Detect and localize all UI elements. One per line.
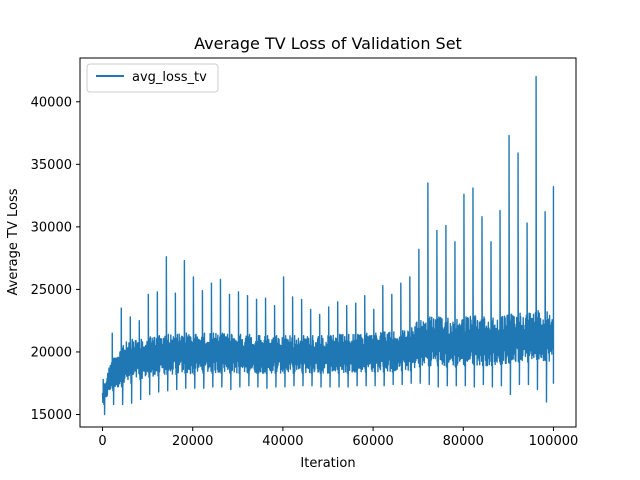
x-tick-label: 20000 bbox=[172, 434, 213, 449]
legend-box bbox=[86, 63, 219, 93]
series-line-avg_loss_tv bbox=[101, 76, 555, 416]
x-tick-label: 60000 bbox=[352, 434, 393, 449]
x-tick-label: 80000 bbox=[443, 434, 484, 449]
legend-label-avg_loss_tv: avg_loss_tv bbox=[132, 70, 207, 85]
series-layer bbox=[101, 76, 555, 416]
axes-frame bbox=[79, 57, 577, 428]
y-tick-label: 30000 bbox=[31, 220, 72, 235]
y-tick-label: 35000 bbox=[31, 158, 72, 173]
chart-title: Average TV Loss of Validation Set bbox=[194, 34, 462, 53]
x-axis-label: Iteration bbox=[300, 456, 355, 471]
y-axis-label: Average TV Loss bbox=[6, 188, 21, 295]
legend: avg_loss_tv bbox=[86, 63, 219, 93]
x-tick-label: 0 bbox=[98, 434, 106, 449]
y-tick-label: 25000 bbox=[31, 283, 72, 298]
y-tick-label: 15000 bbox=[31, 408, 72, 423]
plot-area bbox=[79, 57, 577, 428]
y-axis-ticks: 15000 20000 25000 30000 35000 40000 bbox=[31, 95, 80, 423]
x-tick-label: 40000 bbox=[262, 434, 303, 449]
x-axis-ticks: 0 20000 40000 60000 80000 100000 bbox=[98, 427, 578, 449]
y-tick-label: 40000 bbox=[31, 95, 72, 110]
y-tick-label: 20000 bbox=[31, 345, 72, 360]
x-tick-label: 100000 bbox=[529, 434, 579, 449]
